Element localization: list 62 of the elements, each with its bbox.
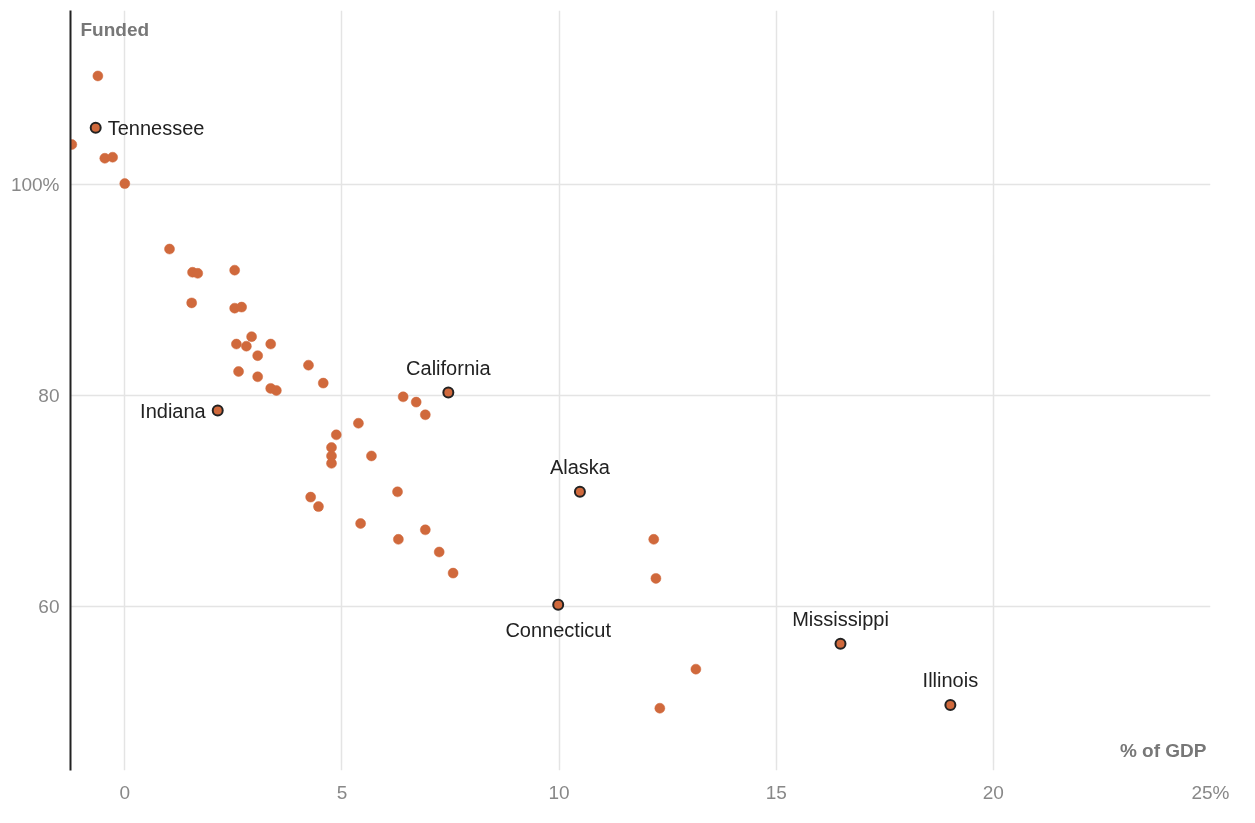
point	[271, 385, 282, 396]
point	[573, 485, 586, 498]
point	[236, 301, 247, 313]
annotation: California	[406, 356, 492, 379]
point	[313, 501, 324, 512]
point	[318, 377, 329, 389]
point	[355, 518, 366, 529]
point	[944, 699, 957, 712]
point	[397, 391, 409, 403]
point	[366, 450, 377, 462]
point	[303, 359, 314, 371]
point	[690, 663, 702, 675]
annotation: Indiana	[140, 399, 207, 422]
point	[447, 567, 459, 579]
point	[648, 534, 659, 545]
point	[420, 409, 431, 421]
point	[241, 340, 252, 352]
annotation: Connecticut	[505, 618, 612, 641]
point	[420, 524, 431, 536]
y-tick-label: 60	[38, 596, 60, 618]
x-tick-label: 0	[119, 781, 131, 803]
point	[119, 178, 131, 189]
point	[305, 491, 316, 503]
x-tick-label: 10	[548, 781, 570, 803]
point	[650, 573, 662, 584]
point	[107, 151, 118, 163]
point	[231, 338, 242, 350]
point	[246, 331, 257, 342]
x-tick-label: 25%	[1191, 781, 1230, 803]
point	[654, 702, 666, 714]
point	[252, 350, 263, 361]
point	[834, 637, 847, 650]
point	[164, 243, 175, 255]
point	[89, 121, 102, 134]
annotation: Tennessee	[107, 116, 205, 139]
x-tick-label: 15	[765, 781, 787, 803]
point	[410, 396, 422, 408]
x-tick-label: 20	[982, 781, 1004, 803]
point	[353, 417, 364, 429]
annotation: Illinois	[922, 669, 979, 692]
x-axis-title: % of GDP	[1119, 739, 1207, 761]
annotation: Mississippi	[792, 607, 889, 630]
point	[265, 338, 276, 350]
point	[186, 297, 197, 309]
point	[393, 534, 404, 545]
y-tick-label: 80	[38, 385, 60, 407]
y-axis-title: Funded	[80, 18, 150, 40]
y-tick-label: 100%	[10, 174, 60, 196]
point	[326, 458, 337, 469]
point	[92, 70, 104, 82]
annotation: Alaska	[549, 455, 611, 478]
point	[392, 486, 403, 498]
point	[229, 264, 240, 276]
point	[233, 366, 244, 377]
point	[211, 404, 224, 417]
point	[252, 371, 263, 383]
point	[331, 429, 342, 441]
point	[326, 442, 337, 453]
point	[433, 546, 445, 558]
x-tick-label: 5	[336, 781, 348, 803]
point	[552, 598, 565, 611]
point	[442, 386, 455, 399]
